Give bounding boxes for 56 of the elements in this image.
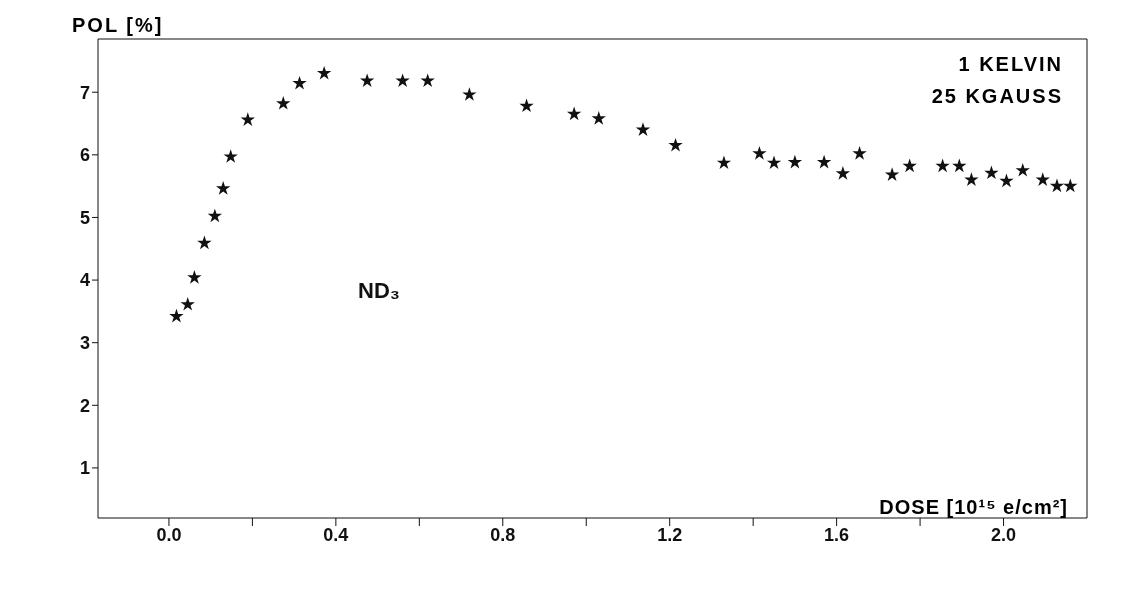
x-tick-label: 1.2: [657, 524, 683, 545]
point: [752, 146, 767, 160]
x-tick-label: 0.4: [323, 524, 349, 545]
point: [1049, 178, 1065, 193]
y-tick-label: 5: [79, 207, 90, 228]
point: [935, 158, 950, 173]
x-axis-title: DOSE [10¹⁵ e/cm²]: [879, 496, 1068, 518]
point: [766, 155, 782, 170]
x-tick-label: 2.0: [991, 524, 1017, 545]
y-tick-label: 1: [79, 458, 90, 479]
annotation: 25 KGAUSS: [931, 85, 1063, 107]
point: [420, 73, 435, 88]
y-tick-label: 7: [79, 82, 90, 103]
point: [216, 181, 231, 195]
x-tick-label: 1.6: [824, 524, 850, 545]
x-tick-label: 0.0: [156, 524, 182, 545]
text: ND₃: [358, 278, 400, 303]
point: [964, 172, 979, 186]
y-tick-label: 2: [79, 395, 90, 416]
point: [359, 73, 375, 88]
y-axis-title: POL [%]: [72, 14, 164, 36]
point: [716, 155, 732, 170]
point: [169, 308, 184, 323]
x-tick-label: 0.8: [490, 524, 516, 545]
point: [276, 95, 291, 110]
point: [816, 154, 832, 169]
point: [197, 235, 212, 250]
point: [787, 154, 803, 169]
point: [984, 165, 999, 180]
point: [902, 158, 917, 173]
point: [1015, 162, 1030, 177]
point: [292, 75, 307, 90]
point: [835, 166, 851, 180]
point: [884, 167, 900, 181]
point: [952, 158, 967, 173]
point: [591, 110, 606, 125]
point: [999, 173, 1014, 188]
y-tick-label: 4: [79, 270, 90, 291]
point: [223, 149, 238, 163]
point: [519, 98, 534, 113]
point: [1035, 172, 1050, 186]
point: [1063, 178, 1078, 193]
point: [187, 270, 202, 284]
annotation: 1 KELVIN: [958, 53, 1063, 75]
y-tick-label: 6: [79, 145, 90, 166]
point: [852, 146, 867, 160]
point: [395, 73, 410, 88]
point: [668, 137, 683, 152]
point: [240, 112, 255, 126]
point: [462, 87, 477, 101]
point: [635, 122, 651, 136]
point: [317, 65, 332, 80]
point: [207, 208, 223, 223]
y-tick-label: 3: [79, 333, 90, 354]
point: [180, 296, 195, 311]
point: [566, 106, 582, 121]
